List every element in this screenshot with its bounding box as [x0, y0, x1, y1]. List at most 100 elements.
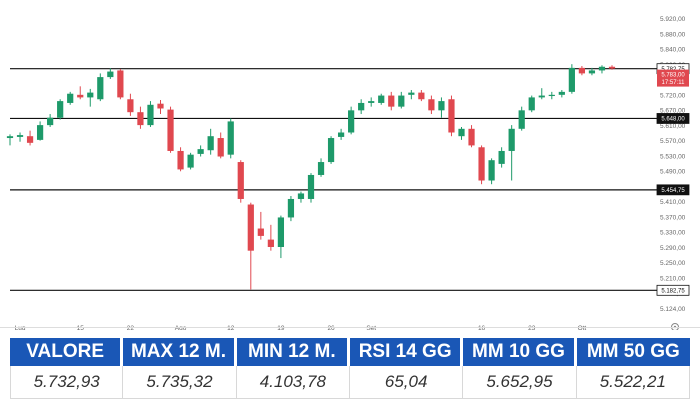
level-price-label: 5.454,75	[656, 184, 690, 196]
candles	[6, 64, 616, 290]
y-tick-label: 5.490,00	[660, 169, 686, 176]
candle-up	[97, 73, 104, 102]
candlestick-chart: 5.920,005.880,005.840,005.800,005.760,00…	[6, 16, 690, 330]
candle-up	[348, 106, 355, 135]
candle-up	[327, 136, 335, 164]
stats-value-row: 5.732,93 5.735,32 4.103,78 65,04 5.652,9…	[10, 366, 690, 399]
y-tick-label: 5.880,00	[660, 31, 686, 38]
y-tick-label: 5.290,00	[660, 245, 686, 252]
candle-down	[448, 95, 455, 137]
candle-up	[147, 101, 154, 127]
candle-up	[317, 158, 325, 177]
candle-down	[117, 68, 124, 100]
candle-up	[197, 145, 204, 157]
candle-down	[137, 106, 144, 129]
header-rsi-14gg: RSI 14 GG	[349, 338, 464, 366]
header-mm-10gg: MM 10 GG	[463, 338, 577, 366]
y-tick-label: 5.720,00	[660, 92, 686, 99]
candle-up	[47, 114, 54, 127]
candle-down	[247, 202, 254, 290]
candle-up	[548, 91, 555, 100]
value-rsi-14gg: 65,04	[349, 366, 464, 399]
candle-up	[36, 121, 44, 141]
header-min-12m: MIN 12 M.	[236, 338, 350, 366]
candle-up	[287, 196, 295, 222]
y-tick-label: 5.250,00	[660, 260, 686, 267]
value-mm-50gg: 5.522,21	[576, 366, 690, 399]
candle-up	[598, 65, 606, 74]
y-tick-label: 5.370,00	[660, 214, 686, 221]
candle-down	[257, 211, 264, 240]
candle-down	[468, 125, 475, 148]
value-valore: 5.732,93	[10, 366, 124, 399]
svg-text:5.454,75: 5.454,75	[661, 188, 685, 194]
candle-up	[378, 93, 385, 105]
candle-down	[177, 147, 184, 172]
svg-text:5.783,00: 5.783,00	[661, 73, 685, 79]
candle-up	[458, 126, 465, 140]
price-level-labels: 5.782,755.648,005.454,755.182,755.783,00…	[656, 63, 690, 296]
candle-up	[508, 125, 515, 181]
svg-text:17:57:11: 17:57:11	[662, 80, 686, 86]
candle-up	[368, 97, 375, 107]
y-tick-label: 5.570,00	[660, 138, 686, 145]
candle-up	[277, 215, 285, 259]
candle-down	[26, 130, 34, 146]
y-tick-label: 5.330,00	[660, 230, 686, 237]
svg-text:5.648,00: 5.648,00	[661, 117, 685, 123]
y-tick-label: 5.670,00	[660, 108, 686, 115]
candle-up	[307, 173, 315, 203]
candle-down	[217, 132, 224, 159]
candle-up	[558, 90, 565, 98]
candle-down	[157, 99, 164, 115]
candle-up	[528, 95, 535, 113]
candle-up	[538, 88, 545, 100]
candle-up	[438, 97, 445, 118]
candle-up	[227, 118, 234, 159]
candle-up	[488, 158, 495, 185]
candle-down	[267, 224, 274, 251]
candle-down	[578, 66, 586, 76]
support-resistance-lines	[10, 68, 660, 291]
candle-down	[77, 86, 84, 100]
value-min-12m: 4.103,78	[236, 366, 350, 399]
y-tick-label: 5.610,00	[660, 123, 686, 130]
svg-text:5.182,75: 5.182,75	[661, 289, 685, 295]
candle-down	[428, 95, 435, 115]
level-price-label: 5.648,00	[656, 113, 690, 124]
candle-up	[107, 68, 114, 79]
level-price-label: 5.182,75	[656, 284, 690, 296]
y-tick-label: 5.410,00	[660, 199, 686, 206]
candle-up	[398, 91, 405, 109]
candle-up	[207, 128, 214, 155]
candle-down	[388, 91, 395, 111]
candle-up	[588, 67, 596, 76]
header-valore: VALORE	[10, 338, 124, 366]
candle-up	[498, 147, 505, 168]
candle-up	[6, 134, 14, 146]
candle-up	[87, 88, 94, 107]
candle-up	[358, 99, 365, 115]
value-mm-10gg: 5.652,95	[463, 366, 577, 399]
price-axis: 5.920,005.880,005.840,005.800,005.760,00…	[660, 16, 686, 313]
candle-down	[608, 65, 616, 70]
y-tick-label: 5.920,00	[660, 16, 686, 23]
value-max-12m: 5.735,32	[123, 366, 237, 399]
y-tick-label: 5.124,00	[660, 306, 686, 313]
candle-down	[237, 160, 244, 203]
y-tick-label: 5.530,00	[660, 153, 686, 160]
stats-table: VALORE MAX 12 M. MIN 12 M. RSI 14 GG MM …	[10, 338, 690, 399]
candle-up	[187, 152, 194, 170]
candle-up	[67, 91, 74, 105]
candle-up	[568, 64, 575, 94]
candle-down	[167, 106, 174, 153]
candle-down	[478, 145, 485, 185]
header-max-12m: MAX 12 M.	[123, 338, 237, 366]
candle-up	[337, 128, 345, 140]
candle-down	[127, 93, 134, 116]
candle-up	[16, 132, 24, 142]
chart-baseline	[0, 327, 700, 328]
candle-up	[408, 90, 415, 100]
candle-up	[57, 99, 64, 120]
